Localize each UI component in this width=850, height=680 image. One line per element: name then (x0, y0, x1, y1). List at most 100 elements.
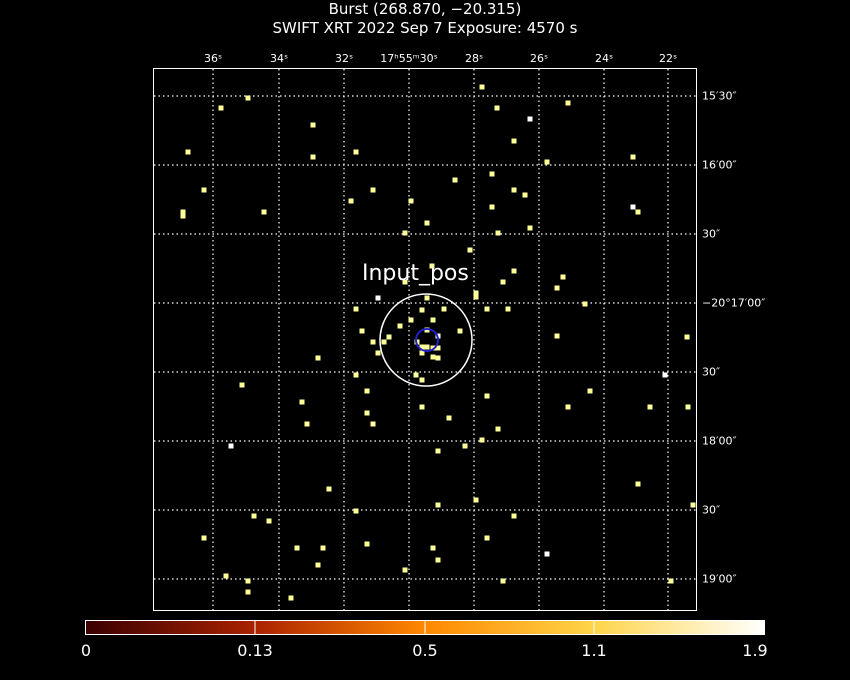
photon-event (511, 138, 517, 144)
photon-event (201, 187, 207, 193)
photon-event (320, 545, 326, 551)
image-frame (153, 68, 697, 611)
photon-event (484, 306, 490, 312)
dec-tick-label: 19′00″ (702, 572, 737, 586)
photon-event (435, 355, 441, 361)
photon-event (565, 100, 571, 106)
photon-event (370, 187, 376, 193)
photon-event (462, 443, 468, 449)
photon-event (294, 545, 300, 551)
photon-event (484, 393, 490, 399)
photon-event (522, 192, 528, 198)
colorbar-label: 1.1 (581, 641, 607, 660)
plot-subtitle: SWIFT XRT 2022 Sep 7 Exposure: 4570 s (272, 19, 578, 37)
ra-tick-label: 28ˢ (464, 52, 484, 65)
coordinate-grid (154, 69, 696, 610)
photon-event (473, 294, 479, 300)
photon-event (435, 448, 441, 454)
photon-event (630, 154, 636, 160)
plot-title: Burst (268.870, −20.315) (328, 0, 522, 18)
photon-event (370, 421, 376, 427)
photon-event (554, 285, 560, 291)
photon-event (228, 443, 234, 449)
photon-event (266, 518, 272, 524)
photon-event (353, 372, 359, 378)
photon-event (245, 95, 251, 101)
photon-event (370, 339, 376, 345)
photon-event (565, 404, 571, 410)
ra-tick-label: 17ʰ55ᵐ30ˢ (380, 52, 438, 65)
photon-event (315, 355, 321, 361)
photon-event (668, 578, 674, 584)
photon-event (479, 84, 485, 90)
photon-event (315, 562, 321, 568)
photon-event (430, 317, 436, 323)
photon-event (299, 399, 305, 405)
photon-event (413, 372, 419, 378)
colorbar-label: 0.5 (412, 641, 438, 660)
photon-event (554, 333, 560, 339)
photon-event (662, 372, 668, 378)
photon-event (419, 404, 425, 410)
photon-event (635, 209, 641, 215)
ra-tick-label: 32ˢ (334, 52, 354, 65)
ra-tick-label: 26ˢ (529, 52, 549, 65)
photon-event (429, 263, 435, 269)
photon-event (201, 535, 207, 541)
photon-event (185, 149, 191, 155)
dec-tick-label: 15′30″ (702, 89, 737, 103)
photon-event (402, 279, 408, 285)
photon-event (685, 404, 691, 410)
photon-event (544, 159, 550, 165)
photon-event (473, 497, 479, 503)
photon-event (473, 290, 479, 296)
photon-event (467, 247, 473, 253)
ra-tick-label: 34ˢ (269, 52, 289, 65)
photon-event (505, 306, 511, 312)
photon-event (511, 187, 517, 193)
photon-event (386, 334, 392, 340)
photon-event (424, 344, 430, 350)
photon-event (435, 502, 441, 508)
photon-event (261, 209, 267, 215)
photon-event (251, 513, 257, 519)
photon-event (419, 307, 425, 313)
photon-event (353, 306, 359, 312)
photon-event (364, 388, 370, 394)
photon-event (408, 317, 414, 323)
photon-event (288, 595, 294, 601)
photon-event (424, 295, 430, 301)
photon-event (647, 404, 653, 410)
photon-event (402, 230, 408, 236)
photon-event (424, 220, 430, 226)
photon-event (408, 198, 414, 204)
photon-event (310, 122, 316, 128)
photon-event (245, 578, 251, 584)
photon-event (245, 589, 251, 595)
photon-event (359, 328, 365, 334)
input-position-region[interactable] (379, 293, 473, 387)
photon-event (560, 274, 566, 280)
photon-event (630, 204, 636, 210)
photon-event (635, 481, 641, 487)
photon-event (527, 116, 533, 122)
ra-tick-label: 36ˢ (203, 52, 223, 65)
photon-event (218, 105, 224, 111)
photon-event (457, 328, 463, 334)
region-label: Input_pos (362, 261, 469, 286)
photon-event (353, 508, 359, 514)
photon-event (381, 339, 387, 345)
photon-event (430, 545, 436, 551)
photon-event (310, 154, 316, 160)
photon-event (430, 345, 436, 351)
photon-event (495, 426, 501, 432)
photon-event (511, 268, 517, 274)
colorbar-label: 0 (80, 641, 92, 660)
photon-event (180, 209, 186, 215)
error-circle[interactable] (415, 328, 439, 352)
photon-event (494, 105, 500, 111)
photon-event (500, 578, 506, 584)
photon-event (684, 334, 690, 340)
photon-event (484, 535, 490, 541)
